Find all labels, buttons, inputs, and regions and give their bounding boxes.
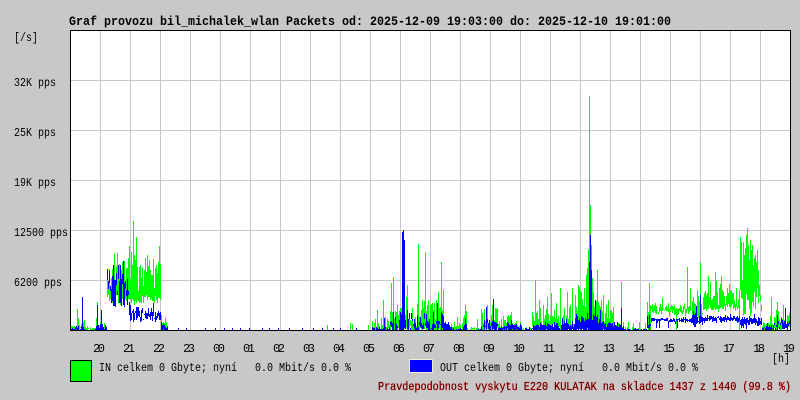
svg-text:6200 pps: 6200 pps (14, 276, 62, 290)
svg-text:Pravdepodobnost vyskytu E220 K: Pravdepodobnost vyskytu E220 KULATAK na … (378, 380, 791, 394)
svg-text:12: 12 (573, 342, 585, 356)
svg-text:05: 05 (363, 342, 375, 356)
svg-text:15: 15 (663, 342, 675, 356)
svg-text:32K pps: 32K pps (14, 76, 56, 90)
svg-text:03: 03 (303, 342, 315, 356)
svg-text:17: 17 (723, 342, 735, 356)
svg-text:06: 06 (393, 342, 405, 356)
svg-text:13: 13 (603, 342, 615, 356)
svg-text:10: 10 (513, 342, 525, 356)
svg-text:16: 16 (693, 342, 705, 356)
svg-text:23: 23 (183, 342, 195, 356)
svg-text:04: 04 (333, 342, 345, 356)
svg-text:14: 14 (633, 342, 645, 356)
svg-text:19K pps: 19K pps (14, 176, 56, 190)
svg-text:18: 18 (753, 342, 765, 356)
svg-text:Graf provozu bil_michalek_wlan: Graf provozu bil_michalek_wlan Packets o… (69, 14, 671, 29)
svg-text:19: 19 (783, 342, 795, 356)
svg-text:07: 07 (423, 342, 435, 356)
svg-text:[/s]: [/s] (14, 31, 38, 45)
svg-text:22: 22 (153, 342, 165, 356)
svg-text:08: 08 (453, 342, 465, 356)
svg-text:02: 02 (273, 342, 285, 356)
svg-text:[h]: [h] (772, 352, 790, 366)
svg-text:11: 11 (543, 342, 555, 356)
svg-text:IN celkem 0 Gbyte; nyní 0.0: IN celkem 0 Gbyte; nyní 0.0 Mbit/s 0.0 % (99, 361, 352, 375)
svg-text:20: 20 (93, 342, 105, 356)
svg-text:09: 09 (483, 342, 495, 356)
svg-text:25K pps: 25K pps (14, 126, 56, 140)
svg-text:OUT celkem 0 Gbyte; nyní 0.0: OUT celkem 0 Gbyte; nyní 0.0 Mbit/s 0.0 … (440, 361, 699, 375)
svg-text:21: 21 (123, 342, 135, 356)
svg-text:12500 pps: 12500 pps (14, 226, 68, 240)
svg-text:01: 01 (243, 342, 255, 356)
svg-text:00: 00 (213, 342, 225, 356)
